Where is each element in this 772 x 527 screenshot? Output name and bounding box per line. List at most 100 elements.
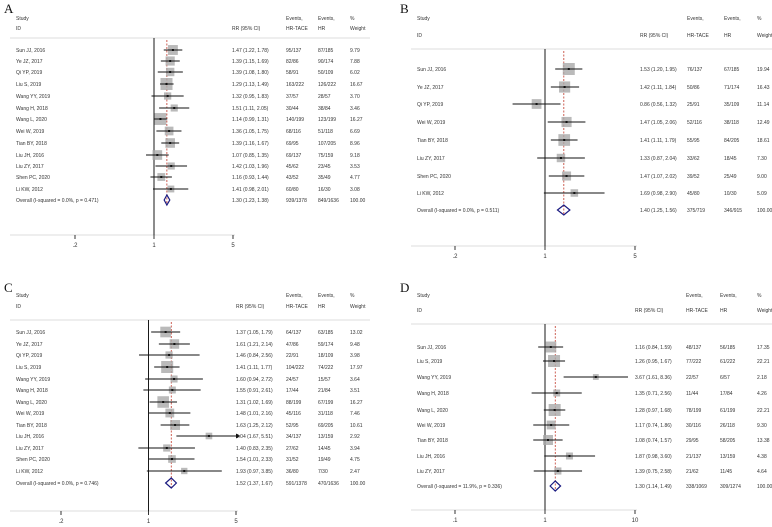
axis-tick-label: .2 <box>452 254 458 260</box>
header-weight: Weight <box>350 304 366 310</box>
study-events-hr: 13/159 <box>720 454 736 460</box>
study-rr-text: 0.86 (0.56, 1.32) <box>640 102 677 108</box>
study-events-hrtace: 22/91 <box>286 353 299 359</box>
study-rr-text: 1.08 (0.74, 1.57) <box>635 438 672 444</box>
study-events-hrtace: 140/199 <box>286 117 304 123</box>
study-weight: 16.43 <box>757 85 770 91</box>
axis-tick-label: 10 <box>632 518 639 524</box>
study-name: Wang H, 2018 <box>16 388 48 394</box>
header-events-hr: Events, <box>724 16 741 22</box>
study-rr-text: 1.41 (1.11, 1.79) <box>640 138 677 144</box>
study-weight: 6.69 <box>350 129 360 135</box>
study-weight: 2.92 <box>350 434 360 440</box>
study-name: Liu JH, 2016 <box>417 454 445 460</box>
study-weight: 4.26 <box>757 391 767 397</box>
study-events-hrtace: 48/137 <box>686 345 702 351</box>
study-rr-text: 1.39 (1.16, 1.67) <box>232 141 269 147</box>
study-name: Sun JJ, 2016 <box>16 48 45 54</box>
study-events-hr: 11/45 <box>720 469 732 475</box>
overall-rr-text: 1.30 (1.14, 1.49) <box>635 484 672 490</box>
study-weight: 16.67 <box>350 82 363 88</box>
study-events-hr: 35/49 <box>318 175 331 181</box>
study-events-hr: 123/199 <box>318 117 336 123</box>
study-rr-text: 1.53 (1.20, 1.95) <box>640 67 677 73</box>
study-weight: 2.18 <box>757 375 767 381</box>
overall-diamond <box>163 193 171 207</box>
study-name: Shen PC, 2020 <box>16 457 50 463</box>
study-name: Liu S, 2019 <box>417 359 443 365</box>
axis-tick-label: 1 <box>152 243 156 249</box>
study-name: Liu JH, 2016 <box>16 434 44 440</box>
study-point <box>556 470 559 472</box>
study-name: Qi YP, 2019 <box>417 102 443 108</box>
study-events-hrtace: 163/222 <box>286 82 304 88</box>
study-events-hr: 71/174 <box>724 85 740 91</box>
overall-rr-text: 1.40 (1.25, 1.56) <box>640 208 677 214</box>
study-rr-text: 1.39 (1.08, 1.80) <box>232 70 269 76</box>
header-hr: HR <box>720 308 728 314</box>
study-point <box>156 154 159 156</box>
study-events-hrtace: 47/86 <box>286 342 299 348</box>
study-rr-text: 1.33 (0.87, 2.04) <box>640 156 677 162</box>
overall-events-hrtace: 338/1069 <box>686 484 707 490</box>
overall-events-hr: 346/915 <box>724 208 742 214</box>
study-events-hr: 17/84 <box>720 391 733 397</box>
study-weight: 3.53 <box>350 164 360 170</box>
axis-tick-label: 5 <box>231 243 235 249</box>
study-point <box>173 343 176 345</box>
study-events-hrtace: 39/52 <box>687 174 700 180</box>
overall-diamond <box>164 477 178 489</box>
study-rr-text: 1.16 (0.84, 1.59) <box>635 345 672 351</box>
study-events-hr: 90/174 <box>318 59 334 65</box>
overall-weight: 100.00 <box>350 198 366 204</box>
study-events-hrtace: 88/199 <box>286 400 302 406</box>
overall-label: Overall (I-squared = 0.0%, p = 0.511) <box>417 208 500 214</box>
study-events-hr: 25/49 <box>724 174 737 180</box>
overall-weight: 100.00 <box>350 481 366 487</box>
header-percent: % <box>350 16 355 22</box>
panel-letter: C <box>4 280 13 295</box>
study-events-hrtace: 24/57 <box>286 377 299 383</box>
study-rr-text: 1.42 (1.03, 1.96) <box>232 164 269 170</box>
study-name: Ye JZ, 2017 <box>16 59 43 65</box>
forest-panel-b: B Study ID RR (95% CI) Events, HR-TACE Events,… <box>400 1 772 260</box>
study-events-hr: 59/174 <box>318 342 334 348</box>
study-events-hrtace: 25/91 <box>687 102 700 108</box>
study-weight: 8.96 <box>350 141 360 147</box>
study-events-hr: 67/185 <box>724 67 740 73</box>
study-weight: 7.46 <box>350 411 360 417</box>
study-weight: 3.51 <box>350 388 360 394</box>
study-rr-text: 1.93 (0.97, 3.85) <box>236 469 273 475</box>
study-name: Liu ZY, 2017 <box>16 164 44 170</box>
study-weight: 13.02 <box>350 330 363 336</box>
study-events-hr: 7/30 <box>318 469 328 475</box>
study-point <box>565 175 568 177</box>
study-point <box>166 95 169 97</box>
study-point <box>165 447 168 449</box>
study-events-hr: 50/109 <box>318 70 334 76</box>
overall-events-hr: 849/1636 <box>318 198 339 204</box>
study-point <box>174 424 177 426</box>
header-weight: Weight <box>757 308 772 314</box>
study-name: Tian BY, 2018 <box>417 138 448 144</box>
study-point <box>555 392 558 394</box>
header-events-hrtace: Events, <box>286 293 303 299</box>
study-events-hrtace: 55/95 <box>687 138 700 144</box>
header-percent: % <box>757 16 762 22</box>
study-events-hr: 61/222 <box>720 359 736 365</box>
study-weight: 4.77 <box>350 175 360 181</box>
study-events-hrtace: 52/116 <box>687 120 702 126</box>
study-point <box>535 103 538 105</box>
study-events-hr: 21/84 <box>318 388 331 394</box>
study-name: Sun JJ, 2016 <box>417 67 446 73</box>
study-events-hrtace: 21/137 <box>686 454 702 460</box>
study-events-hrtace: 45/80 <box>687 191 700 197</box>
study-name: Liu S, 2019 <box>16 365 42 371</box>
study-weight: 4.64 <box>757 469 767 475</box>
header-hr: HR <box>318 304 326 310</box>
study-events-hrtace: 50/86 <box>687 85 700 91</box>
header-weight: Weight <box>350 26 366 32</box>
study-weight: 3.46 <box>350 106 360 112</box>
